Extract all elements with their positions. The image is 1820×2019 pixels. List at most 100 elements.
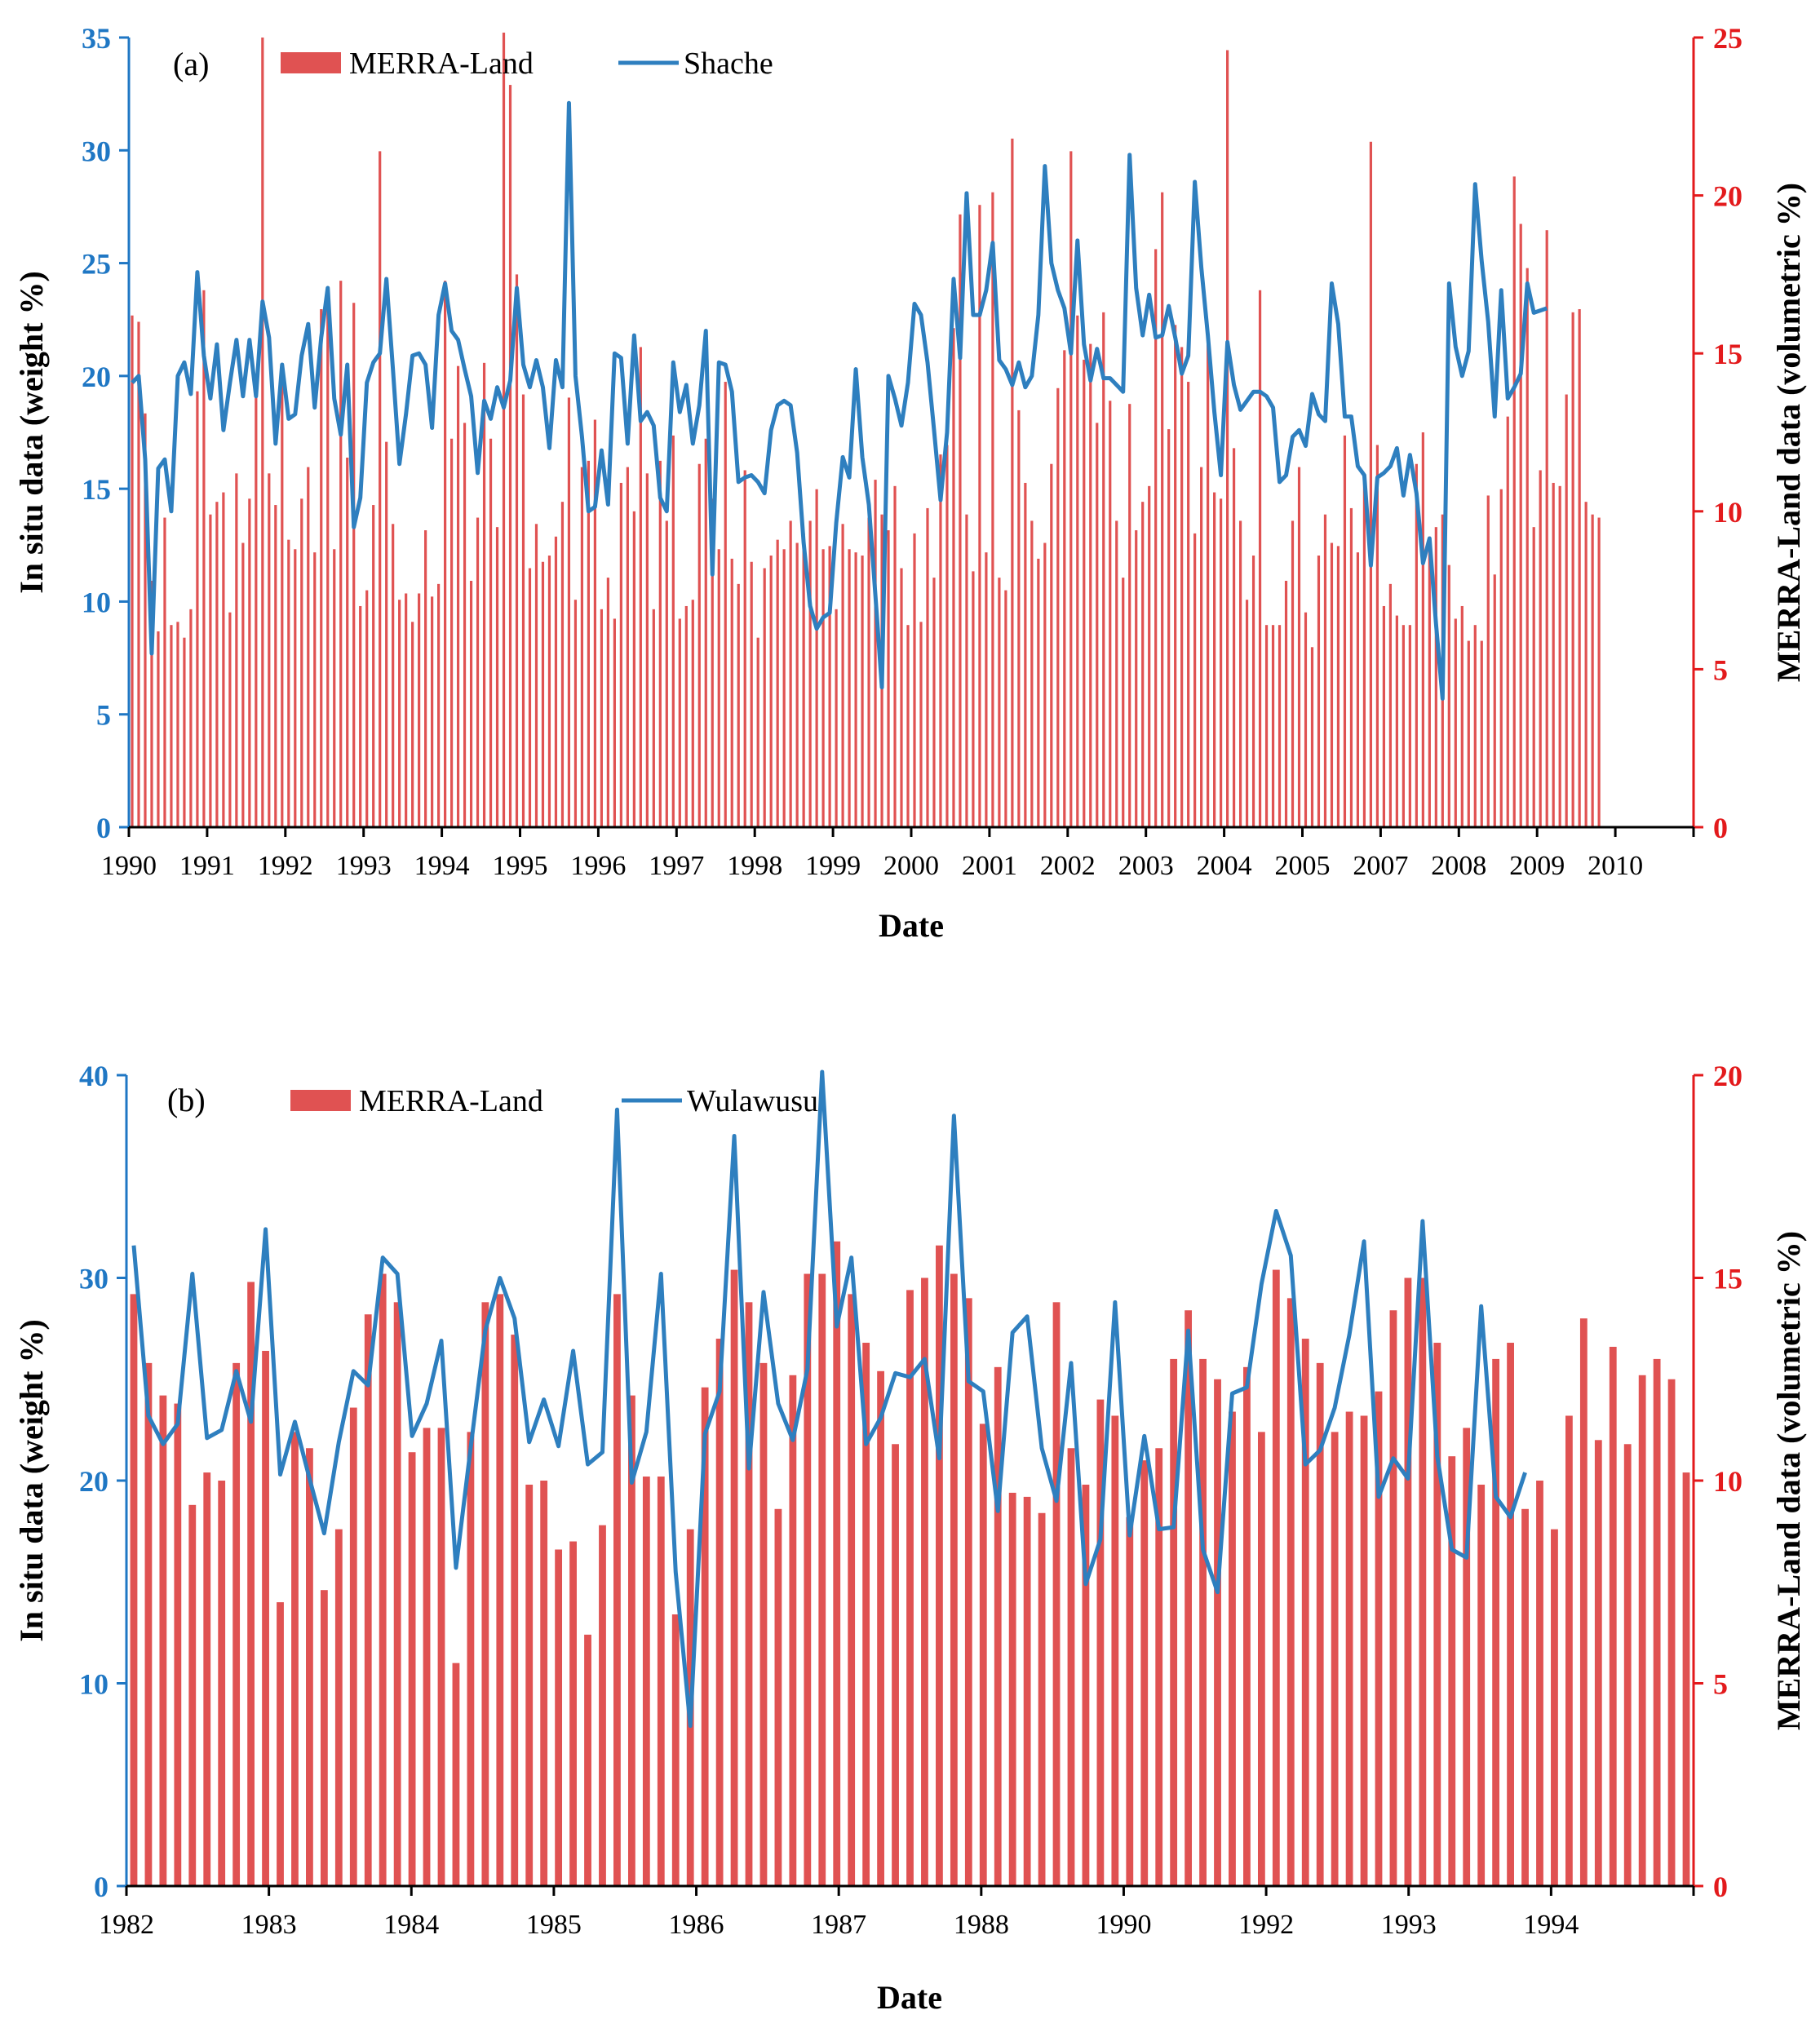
panel-a-bar: [320, 308, 323, 827]
panel-b-y-right-tick-label: 0: [1713, 1871, 1728, 1903]
panel-a-bar: [1154, 249, 1158, 827]
panel-b-bar: [994, 1366, 1002, 1886]
panel-b-x-tick-label: 1990: [1096, 1910, 1151, 1940]
panel-a-y-left-tick-label: 20: [82, 361, 111, 393]
panel-a-bar: [1343, 435, 1347, 827]
panel-a-x-tick-label: 2001: [962, 851, 1017, 881]
panel-a-bar: [1558, 485, 1561, 827]
panel-a-bar: [1597, 517, 1601, 827]
panel-a-bar: [756, 637, 759, 827]
panel-a-y-left-tick-label: 0: [96, 812, 111, 844]
panel-b-bar: [1140, 1460, 1149, 1886]
panel-a-y-left-tick-label: 30: [82, 135, 111, 167]
panel-b-legend-line-label: Wulawusu: [687, 1084, 818, 1118]
panel-a-bar: [294, 549, 297, 827]
panel-a-bar: [1069, 151, 1073, 827]
panel-b-y-right-tick-label: 15: [1713, 1263, 1743, 1295]
panel-a-x-tick-label: 1990: [101, 851, 157, 881]
panel-a-bar: [1148, 485, 1151, 827]
panel-b-bar: [569, 1541, 577, 1886]
panel-a-x-tick-label: 2000: [883, 851, 939, 881]
panel-b-bar: [730, 1269, 738, 1886]
panel-a-bar: [359, 605, 362, 827]
panel-b-label: (b): [167, 1082, 206, 1118]
panel-a-bar: [1402, 625, 1405, 827]
panel-b-bar: [657, 1477, 665, 1886]
panel-b-bar: [247, 1282, 255, 1886]
panel-a-bar: [418, 593, 421, 827]
panel-b-bar: [1623, 1444, 1632, 1886]
panel-a-bar: [985, 552, 988, 827]
panel-a-y-left-title: In situ data (weight %): [13, 271, 50, 594]
panel-a-bar: [769, 556, 773, 827]
panel-b-bar: [555, 1549, 563, 1886]
panel-a-bar: [1388, 583, 1392, 827]
panel-b-bar: [1551, 1529, 1558, 1886]
panel-a-bar: [978, 205, 981, 828]
panel-a-bar: [671, 435, 675, 827]
panel-a-bars: [131, 33, 1601, 828]
panel-a-bar: [515, 274, 519, 827]
panel-a-y-right-tick-label: 20: [1713, 180, 1743, 213]
panel-a-bar: [456, 365, 460, 827]
panel-a-bar: [952, 328, 955, 828]
panel-a-bar: [235, 473, 238, 827]
panel-a-bar: [352, 303, 356, 827]
panel-b-y-right-title: MERRA-Land data (volumetric %): [1770, 1231, 1807, 1730]
panel-a-bar: [893, 485, 897, 827]
panel-b-bar: [642, 1477, 650, 1886]
panel-a-bar: [196, 391, 199, 827]
panel-a-bar: [743, 470, 746, 827]
panel-b-bar: [1096, 1399, 1105, 1886]
panel-a-bar: [841, 524, 844, 827]
panel-b-bar: [774, 1508, 782, 1886]
panel-b-x-tick-label: 1992: [1238, 1910, 1294, 1940]
panel-a-bar: [1050, 463, 1053, 827]
panel-b-y-left-tick-label: 20: [79, 1465, 108, 1498]
panel-a-bar: [1089, 343, 1092, 828]
panel-b-bar: [1638, 1375, 1646, 1886]
panel-b-bar: [1536, 1481, 1543, 1886]
panel-a-x-tick-label: 2005: [1275, 851, 1331, 881]
panel-b-bar: [1360, 1415, 1368, 1886]
panel-a-x-tick-label: 2003: [1118, 851, 1174, 881]
panel-a-x-tick-label: 2010: [1588, 851, 1643, 881]
panel-a-bar: [424, 530, 427, 827]
panel-b-bar: [467, 1432, 475, 1886]
panel-a-bar: [1037, 558, 1040, 827]
panel-a-bar: [1486, 495, 1490, 827]
panel-a-bar: [867, 517, 870, 827]
panel-a-bar: [1434, 527, 1437, 827]
panel-a-bar: [189, 609, 193, 827]
panel-a-bar: [874, 480, 877, 827]
panel-a-bar: [1232, 448, 1236, 827]
panel-b-x-tick-label: 1993: [1381, 1910, 1437, 1940]
panel-a-bar: [632, 511, 635, 827]
panel-a-bar: [580, 467, 584, 827]
panel-a-bar: [228, 612, 232, 827]
panel-a-bar: [1304, 612, 1308, 827]
panel-a-bar: [573, 600, 578, 827]
panel-a-y-right-tick-label: 0: [1713, 812, 1728, 844]
panel-b-bar: [144, 1362, 153, 1886]
panel-b-bar: [759, 1362, 768, 1886]
panel-b-bar: [1565, 1415, 1573, 1886]
panel-a-bar: [965, 514, 968, 827]
panel-a-y-left-tick-label: 25: [82, 248, 111, 281]
panel-a-bar: [697, 463, 701, 827]
panel-a-x-title: Date: [879, 907, 944, 944]
panel-a-bar: [379, 151, 382, 827]
panel-a-bar: [776, 539, 779, 827]
panel-b-bar: [877, 1370, 884, 1886]
panel-b-bar: [1331, 1432, 1339, 1886]
panel-a-bar: [1135, 530, 1138, 827]
panel-a-bar: [1454, 618, 1457, 827]
panel-a-bar: [157, 631, 160, 827]
panel-b-bar: [232, 1362, 241, 1886]
panel-a-bar: [508, 85, 512, 827]
panel-a-bar: [326, 306, 330, 827]
panel-b-bar: [1082, 1484, 1090, 1886]
panel-a-x-tick-label: 1993: [336, 851, 392, 881]
panel-b-bar: [906, 1290, 914, 1886]
panel-b-bar: [1111, 1415, 1119, 1886]
